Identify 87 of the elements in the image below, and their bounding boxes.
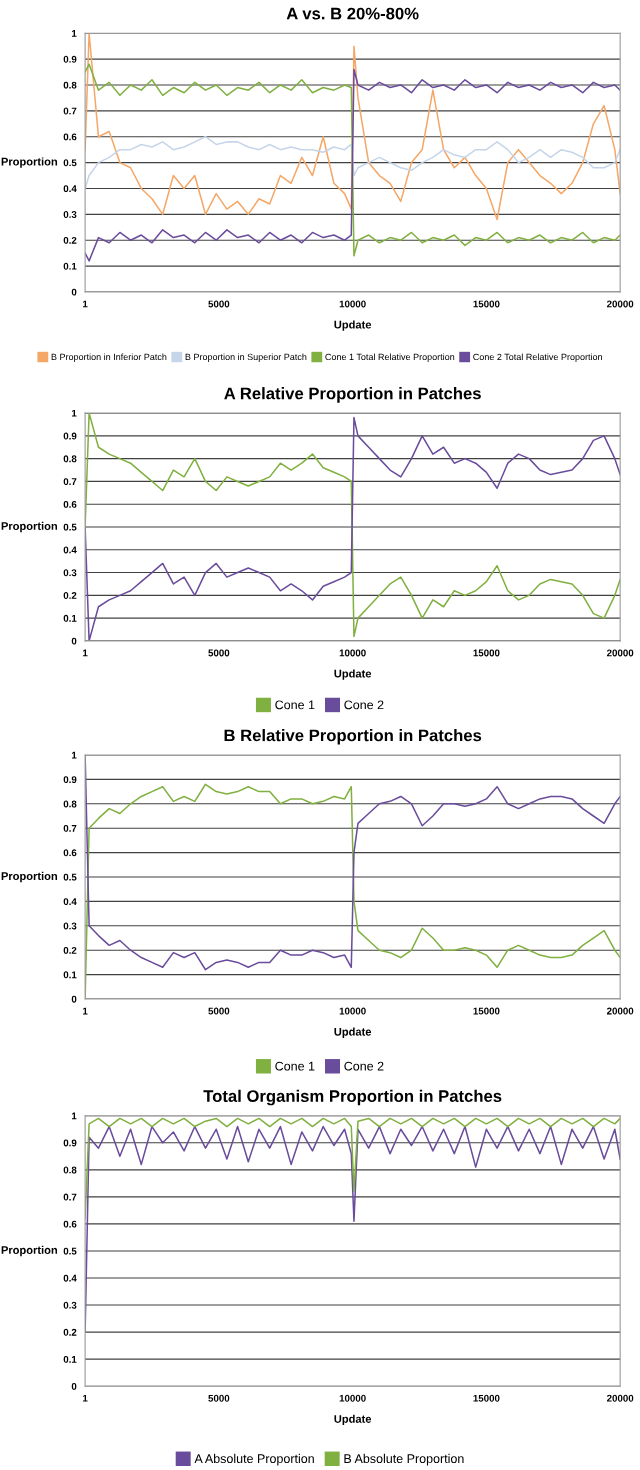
y-axis-title: Proportion [1, 157, 58, 168]
y-tick-label: 0.6 [63, 849, 77, 857]
y-tick-label: 0.9 [63, 1139, 77, 1147]
y-tick-label: 0.5 [63, 1247, 77, 1255]
legend-label: A Absolute Proportion [194, 1453, 314, 1466]
x-tick-label: 20000 [606, 1007, 634, 1015]
y-tick-label: 1 [71, 409, 77, 417]
x-tick-label: 5000 [208, 1394, 230, 1402]
legend-label: B Proportion in Superior Patch [185, 353, 307, 362]
y-tick-label: 0.6 [63, 1220, 77, 1228]
y-tick-label: 0.9 [63, 432, 77, 440]
y-tick-label: 1 [71, 1112, 77, 1120]
y-axis-title: Proportion [1, 521, 58, 533]
y-tick-label: 0.3 [63, 1301, 77, 1309]
y-tick-label: 0.9 [63, 55, 77, 63]
chart-title: B Relative Proportion in Patches [224, 729, 482, 745]
y-tick-label: 0.1 [63, 1355, 77, 1363]
legend-label: B Proportion in Inferior Patch [51, 353, 167, 362]
x-tick-label: 1 [83, 300, 88, 308]
x-tick-label: 10000 [339, 649, 366, 657]
x-tick-label: 10000 [339, 1394, 366, 1402]
y-tick-label: 0.2 [63, 1328, 77, 1336]
x-axis-title: Update [334, 1414, 372, 1426]
y-tick-label: 0.9 [63, 776, 77, 784]
y-tick-label: 0.3 [63, 922, 77, 930]
chart-title: A Relative Proportion in Patches [224, 387, 481, 403]
y-tick-label: 0.6 [63, 133, 77, 141]
x-axis-title: Update [334, 669, 372, 680]
legend-label: B Absolute Proportion [344, 1453, 464, 1466]
x-tick-label: 15000 [473, 1007, 500, 1015]
y-tick-label: 0.1 [63, 971, 77, 979]
y-tick-label: 0 [71, 288, 77, 296]
y-axis-title: Proportion [1, 1245, 58, 1257]
y-tick-label: 0.1 [63, 614, 77, 622]
y-tick-label: 0.6 [63, 500, 77, 508]
y-tick-label: 0.1 [63, 262, 77, 270]
y-tick-label: 0.7 [63, 107, 77, 115]
x-tick-label: 1 [83, 1394, 88, 1402]
x-tick-label: 20000 [606, 300, 634, 308]
y-tick-label: 0 [71, 1382, 77, 1390]
y-tick-label: 0.7 [63, 478, 77, 486]
x-tick-label: 1 [83, 649, 88, 657]
y-tick-label: 0 [71, 995, 77, 1003]
x-tick-label: 15000 [473, 649, 500, 657]
x-tick-label: 20000 [606, 649, 634, 657]
y-tick-label: 0.4 [63, 185, 77, 193]
legend-label: Cone 1 Total Relative Proportion [325, 353, 455, 362]
y-tick-label: 0.4 [63, 546, 77, 554]
legend-label: Cone 1 [275, 700, 315, 710]
y-tick-label: 1 [71, 30, 77, 37]
y-tick-label: 0.3 [63, 211, 77, 218]
y-tick-label: 0.8 [63, 455, 77, 463]
y-tick-label: 0 [71, 637, 77, 645]
y-tick-label: 0.2 [63, 592, 77, 599]
legend-label: Cone 2 [344, 1061, 384, 1071]
y-tick-label: 1 [71, 751, 77, 759]
y-tick-label: 0.2 [63, 236, 77, 244]
y-tick-label: 0.2 [63, 946, 77, 954]
y-tick-label: 0.8 [63, 81, 77, 89]
y-tick-label: 0.8 [63, 800, 77, 808]
y-tick-label: 0.5 [63, 873, 77, 881]
y-axis-title: Proportion [1, 871, 58, 883]
legend-label: Cone 2 Total Relative Proportion [473, 353, 602, 362]
line-series [85, 135, 621, 190]
x-tick-label: 1 [83, 1007, 88, 1015]
x-tick-label: 5000 [208, 300, 230, 308]
x-tick-label: 15000 [473, 1394, 500, 1402]
y-tick-label: 0.3 [63, 569, 77, 577]
y-tick-label: 0.5 [63, 523, 77, 531]
chart-title: Total Organism Proportion in Patches [203, 1089, 502, 1106]
x-tick-label: 10000 [339, 300, 366, 308]
x-tick-label: 10000 [339, 1007, 366, 1015]
x-tick-label: 20000 [606, 1394, 634, 1402]
chart-title: A vs. B 20%-80% [286, 7, 419, 20]
y-tick-label: 0.7 [63, 1193, 77, 1201]
x-axis-title: Update [334, 1027, 372, 1038]
y-tick-label: 0.5 [63, 159, 77, 167]
y-tick-label: 0.8 [63, 1166, 77, 1174]
x-axis-title: Update [334, 320, 372, 331]
x-tick-label: 15000 [473, 300, 500, 308]
legend-label: Cone 2 [344, 700, 384, 710]
y-tick-label: 0.4 [63, 1274, 77, 1282]
y-tick-label: 0.4 [63, 898, 77, 906]
x-tick-label: 5000 [208, 1007, 230, 1015]
y-tick-label: 0.7 [63, 824, 77, 832]
legend-label: Cone 1 [275, 1061, 315, 1071]
x-tick-label: 5000 [208, 649, 230, 657]
